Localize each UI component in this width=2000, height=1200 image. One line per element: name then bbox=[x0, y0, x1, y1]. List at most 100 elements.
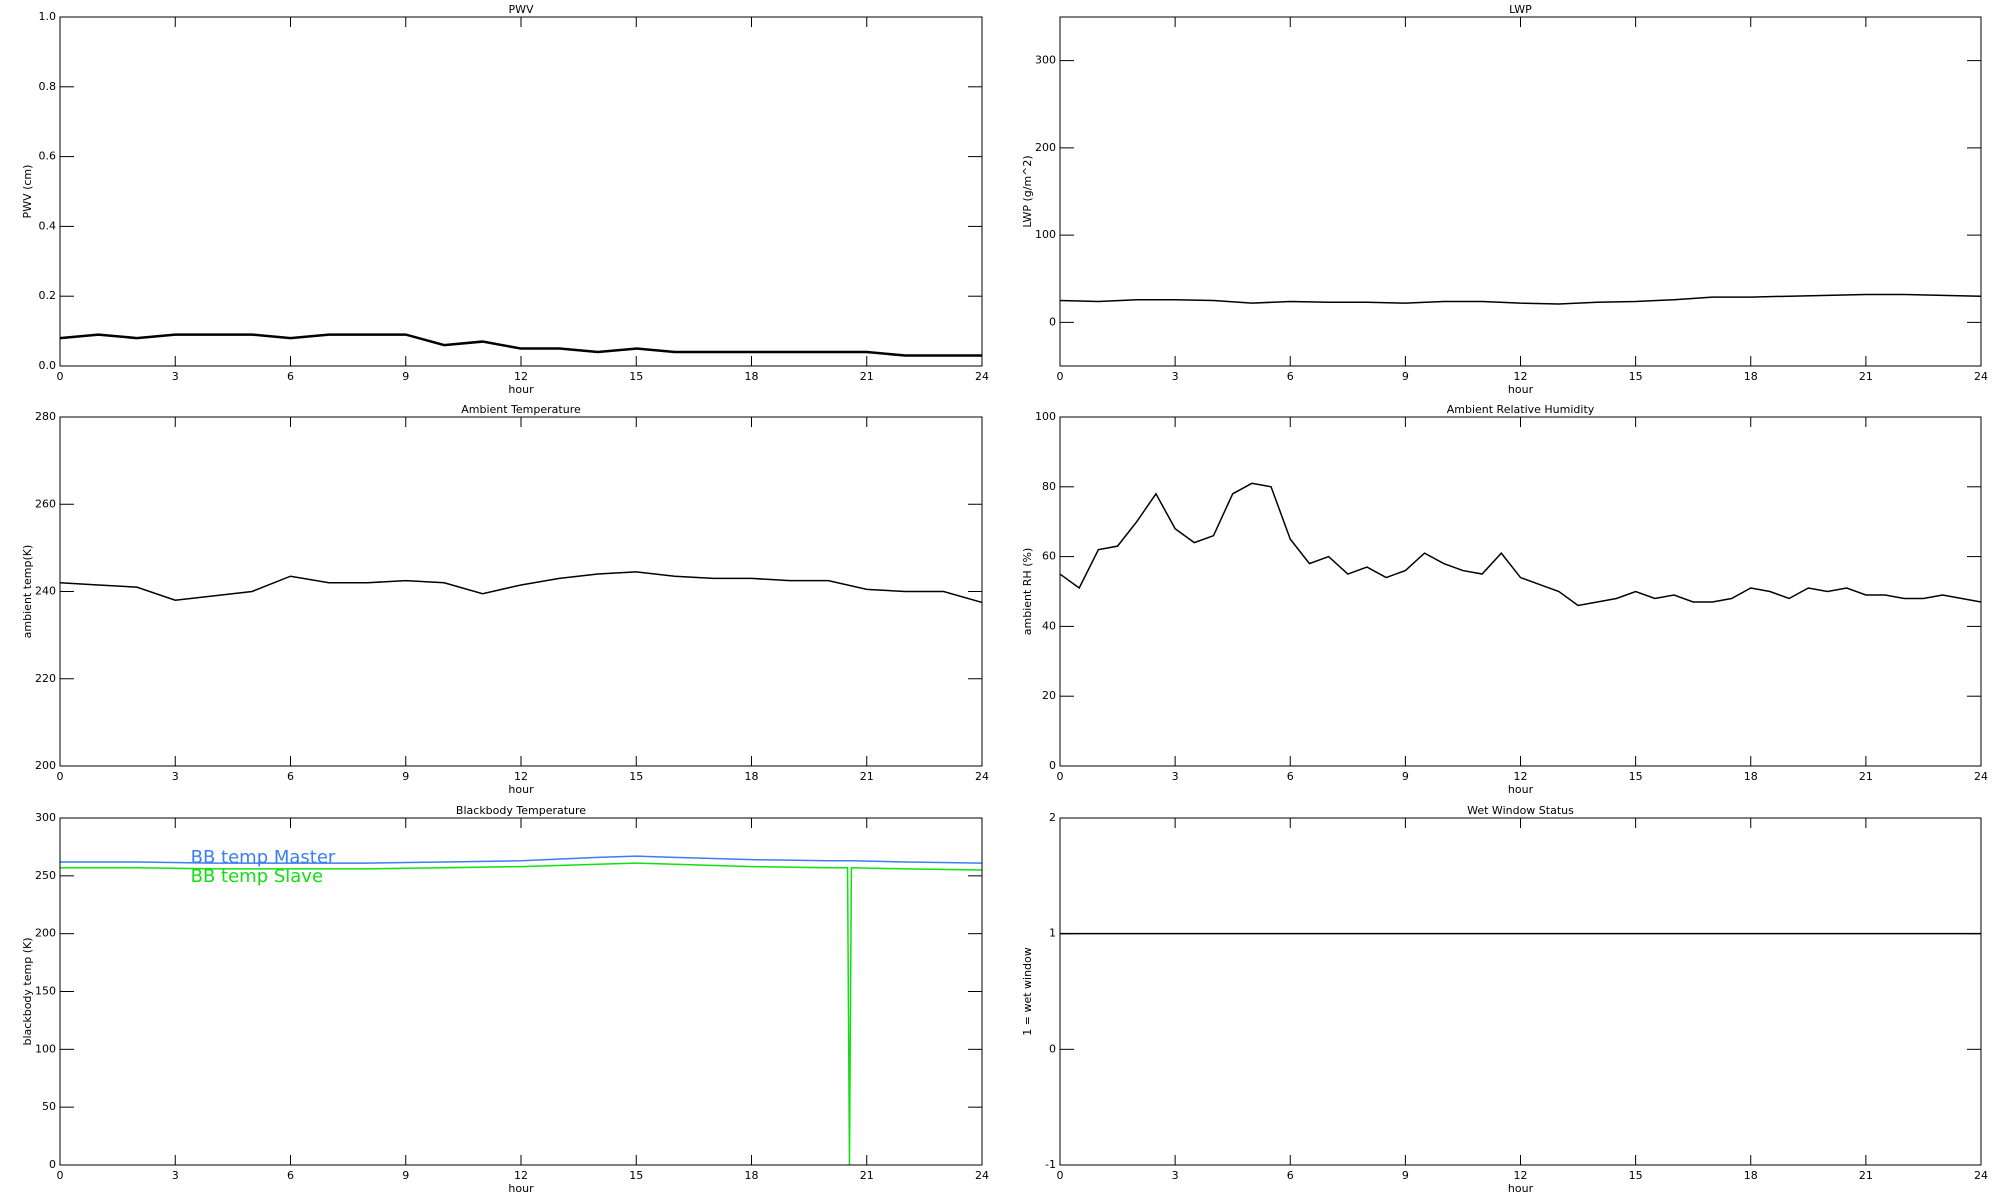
panel: Ambient Temperature 0 3 6 9 12 15 18 21 24 200 220 2… bbox=[21, 403, 989, 796]
y-axis-label: ambient temp(K) bbox=[21, 545, 34, 639]
x-tick-label: 21 bbox=[1859, 770, 1873, 783]
data-line bbox=[1059, 482, 1982, 607]
x-tick-label: 12 bbox=[514, 370, 528, 383]
x-tick-label: 24 bbox=[975, 770, 989, 783]
plot-frame bbox=[1059, 16, 1982, 367]
x-tick-label: 9 bbox=[402, 770, 409, 783]
y-tick-label: 150 bbox=[35, 985, 56, 998]
x-tick-label: 18 bbox=[1744, 770, 1758, 783]
y-tick-label: 100 bbox=[35, 1042, 56, 1055]
x-tick-label: 12 bbox=[1514, 1169, 1528, 1182]
y-tick-label: 1 bbox=[1049, 927, 1056, 940]
y-axis-label: blackbody temp (K) bbox=[21, 938, 34, 1046]
plot-frame bbox=[59, 16, 983, 367]
panel-title: PWV bbox=[508, 3, 534, 16]
x-axis-label: hour bbox=[1508, 383, 1534, 396]
data-line bbox=[60, 862, 983, 1166]
x-tick-label: 9 bbox=[1402, 770, 1409, 783]
x-tick-label: 18 bbox=[1744, 370, 1758, 383]
y-tick-label: 200 bbox=[1035, 141, 1056, 154]
panel: Ambient Relative Humidity 0 3 6 9 12 15 18 21 24 0… bbox=[1021, 403, 1988, 796]
plot-frame bbox=[59, 416, 983, 767]
x-tick-label: 18 bbox=[745, 370, 759, 383]
x-axis-label: hour bbox=[508, 1182, 534, 1195]
legend-entry: BB temp Slave bbox=[191, 866, 323, 887]
y-axis-label: 1 = wet window bbox=[1021, 947, 1034, 1036]
y-tick-label: 300 bbox=[1035, 54, 1056, 67]
panel-title: Wet Window Status bbox=[1467, 804, 1574, 817]
plot-frame bbox=[59, 817, 983, 1166]
x-tick-label: 0 bbox=[57, 1169, 64, 1182]
y-tick-label: 0.2 bbox=[39, 289, 57, 302]
y-tick-label: 280 bbox=[35, 410, 56, 423]
x-tick-label: 15 bbox=[629, 1169, 643, 1182]
x-tick-label: 6 bbox=[1287, 770, 1294, 783]
x-tick-label: 0 bbox=[1057, 370, 1064, 383]
x-tick-label: 12 bbox=[514, 1169, 528, 1182]
x-tick-label: 3 bbox=[172, 770, 179, 783]
y-tick-label: 260 bbox=[35, 497, 56, 510]
y-tick-label: 0.6 bbox=[39, 150, 57, 163]
x-tick-label: 3 bbox=[1172, 770, 1179, 783]
data-line bbox=[59, 333, 982, 357]
x-tick-label: 0 bbox=[1057, 1169, 1064, 1182]
x-axis-label: hour bbox=[1508, 783, 1534, 796]
x-tick-label: 15 bbox=[1629, 370, 1643, 383]
legend-entry: BB temp Master bbox=[191, 847, 336, 868]
y-tick-label: -1 bbox=[1045, 1158, 1056, 1171]
y-tick-label: 60 bbox=[1042, 550, 1056, 563]
y-tick-label: 200 bbox=[35, 927, 56, 940]
y-tick-label: 100 bbox=[1035, 410, 1056, 423]
plot-frame bbox=[1059, 817, 1982, 1166]
x-tick-label: 18 bbox=[1744, 1169, 1758, 1182]
x-tick-label: 24 bbox=[1974, 370, 1988, 383]
y-tick-label: 0 bbox=[1049, 759, 1056, 772]
x-tick-label: 3 bbox=[172, 370, 179, 383]
x-tick-label: 3 bbox=[1172, 370, 1179, 383]
x-tick-label: 9 bbox=[1402, 370, 1409, 383]
y-tick-label: 0 bbox=[49, 1158, 56, 1171]
x-tick-label: 0 bbox=[57, 370, 64, 383]
panel-title: Ambient Temperature bbox=[461, 403, 581, 416]
x-tick-label: 15 bbox=[1629, 1169, 1643, 1182]
y-tick-label: 100 bbox=[1035, 228, 1056, 241]
panel: Blackbody Temperature 0 3 6 9 12 15 18 21 24 0 50 10… bbox=[21, 804, 989, 1195]
panel-title: LWP bbox=[1509, 3, 1532, 16]
x-tick-label: 15 bbox=[629, 370, 643, 383]
x-axis-label: hour bbox=[508, 383, 534, 396]
y-tick-label: 80 bbox=[1042, 480, 1056, 493]
panel: PWV 0 3 6 9 12 15 18 21 24 0.0 0.2 0.4 0.6 0.8 1.0 hour P… bbox=[21, 3, 989, 396]
x-tick-label: 0 bbox=[1057, 770, 1064, 783]
plot-frame bbox=[1059, 416, 1982, 767]
x-axis-label: hour bbox=[1508, 1182, 1534, 1195]
x-tick-label: 6 bbox=[287, 370, 294, 383]
y-tick-label: 40 bbox=[1042, 619, 1056, 632]
x-tick-label: 24 bbox=[1974, 1169, 1988, 1182]
y-tick-label: 20 bbox=[1042, 689, 1056, 702]
y-tick-label: 0 bbox=[1049, 315, 1056, 328]
data-line bbox=[1059, 293, 1982, 305]
y-tick-label: 220 bbox=[35, 672, 56, 685]
x-tick-label: 12 bbox=[1514, 370, 1528, 383]
x-tick-label: 6 bbox=[1287, 1169, 1294, 1182]
x-tick-label: 3 bbox=[172, 1169, 179, 1182]
y-tick-label: 0.0 bbox=[39, 359, 57, 372]
x-tick-label: 18 bbox=[745, 1169, 759, 1182]
x-tick-label: 9 bbox=[402, 1169, 409, 1182]
x-tick-label: 3 bbox=[1172, 1169, 1179, 1182]
x-tick-label: 6 bbox=[1287, 370, 1294, 383]
x-tick-label: 21 bbox=[1859, 370, 1873, 383]
x-axis-label: hour bbox=[508, 783, 534, 796]
x-tick-label: 0 bbox=[57, 770, 64, 783]
y-axis-label: ambient RH (%) bbox=[1021, 548, 1034, 636]
y-axis-label: LWP (g/m^2) bbox=[1021, 155, 1034, 227]
y-tick-label: 0.8 bbox=[39, 80, 57, 93]
x-tick-label: 21 bbox=[860, 1169, 874, 1182]
x-tick-label: 24 bbox=[975, 1169, 989, 1182]
y-tick-label: 240 bbox=[35, 585, 56, 598]
y-tick-label: 2 bbox=[1049, 811, 1056, 824]
x-tick-label: 24 bbox=[1974, 770, 1988, 783]
data-line bbox=[59, 571, 983, 604]
